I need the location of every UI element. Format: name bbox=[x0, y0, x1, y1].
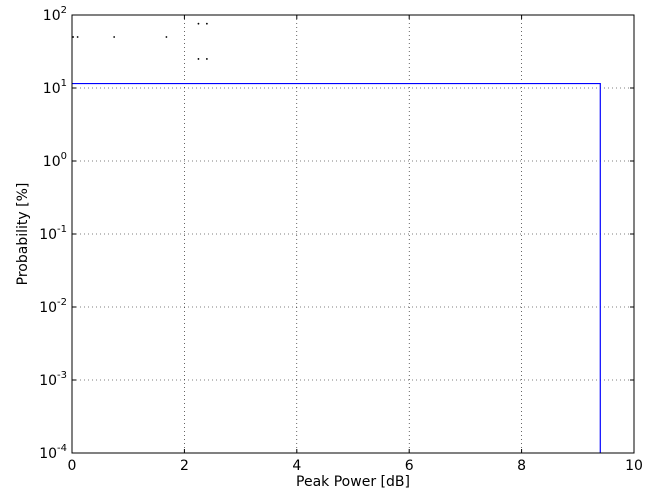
y-tick-exponent: 0 bbox=[61, 151, 67, 162]
x-tick-label: 10 bbox=[625, 458, 643, 474]
scatter-point bbox=[72, 36, 75, 38]
y-tick-label: 101 bbox=[43, 78, 67, 97]
y-tick-base: 10 bbox=[39, 300, 57, 316]
x-tick-label: 8 bbox=[517, 458, 526, 474]
y-tick-label: 102 bbox=[43, 5, 67, 24]
scatter-point bbox=[165, 36, 168, 38]
y-tick-base: 10 bbox=[43, 8, 61, 24]
scatter-point bbox=[197, 22, 200, 25]
y-tick-base: 10 bbox=[43, 81, 61, 97]
scatter-point bbox=[113, 36, 116, 38]
y-tick-label: 10-2 bbox=[39, 297, 67, 316]
y-tick-exponent: 1 bbox=[61, 78, 67, 89]
series-layer bbox=[72, 82, 601, 453]
y-tick-exponent: -2 bbox=[57, 297, 67, 308]
scatter-point bbox=[76, 36, 79, 38]
x-tick-label: 6 bbox=[405, 458, 414, 474]
series-line-0 bbox=[72, 82, 601, 453]
y-tick-label: 10-3 bbox=[39, 370, 67, 389]
y-tick-label: 10-4 bbox=[39, 443, 67, 462]
y-tick-base: 10 bbox=[39, 446, 57, 462]
scatter-point bbox=[205, 58, 208, 60]
y-tick-exponent: -3 bbox=[57, 370, 67, 381]
y-axis-title: Probability [%] bbox=[15, 183, 31, 286]
scatter-point bbox=[205, 22, 208, 25]
y-tick-label: 100 bbox=[43, 151, 67, 170]
y-tick-base: 10 bbox=[39, 227, 57, 243]
x-tick-label: 0 bbox=[68, 458, 77, 474]
y-tick-exponent: -4 bbox=[57, 443, 67, 454]
x-tick-label: 2 bbox=[180, 458, 189, 474]
y-tick-label: 10-1 bbox=[39, 224, 67, 243]
y-tick-base: 10 bbox=[43, 154, 61, 170]
y-tick-base: 10 bbox=[39, 373, 57, 389]
scatter-point bbox=[197, 58, 200, 60]
ticks-layer bbox=[71, 14, 635, 454]
x-tick-label: 4 bbox=[292, 458, 301, 474]
x-axis-title: Peak Power [dB] bbox=[296, 474, 410, 490]
y-tick-exponent: -1 bbox=[57, 224, 67, 235]
x-tick-labels: 0 2 4 6 8 10 bbox=[68, 458, 643, 474]
y-tick-exponent: 2 bbox=[61, 5, 67, 16]
scatter-layer bbox=[72, 22, 208, 60]
